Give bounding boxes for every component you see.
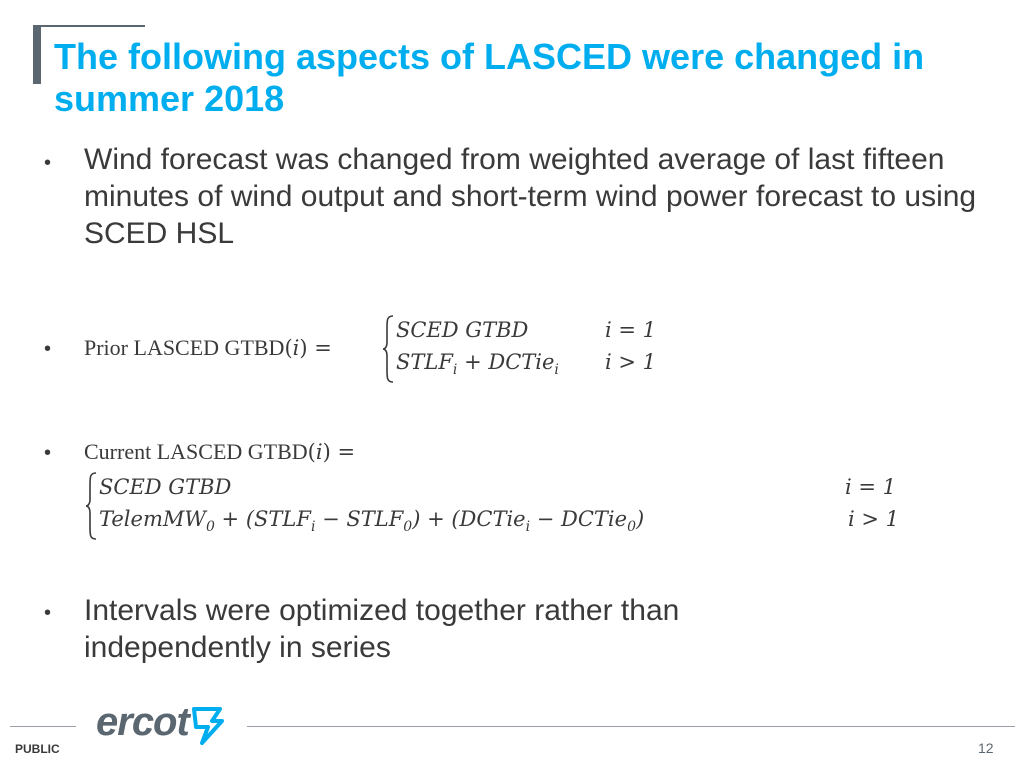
page-number: 12	[978, 740, 994, 756]
current-row1-expr: SCED GTBD	[99, 475, 232, 499]
bullet-2-glyph: •	[44, 338, 52, 360]
prior-brace	[382, 315, 394, 383]
prior-row2-cond: i > 1	[605, 350, 657, 374]
current-equation-label: Current LASCED GTBD(i) =	[84, 439, 356, 464]
bullet-4-text: Intervals were optimized together rather…	[84, 594, 680, 664]
current-row2-cond: i > 1	[848, 507, 900, 531]
bullet-1-glyph: •	[44, 152, 52, 174]
title-accent-bar	[33, 25, 41, 84]
current-row2-expr: TelemMW0 + (STLFi − STLF0) + (DCTiei − D…	[99, 507, 645, 535]
ercot-logo-text: ercot	[96, 700, 190, 744]
prior-row1-expr: SCED GTBD	[396, 318, 529, 342]
current-brace	[85, 472, 97, 540]
footer-rule-left	[10, 726, 76, 727]
bullet-4-glyph: •	[44, 602, 52, 624]
prior-row2-expr: STLFi + DCTiei	[396, 350, 559, 378]
prior-row1-cond: i = 1	[605, 318, 657, 342]
bullet-1-text: Wind forecast was changed from weighted …	[84, 143, 977, 250]
slide-title: The following aspects of LASCED were cha…	[54, 36, 925, 119]
classification-label: PUBLIC	[15, 742, 60, 756]
title-accent-rule	[33, 25, 145, 27]
bullet-3-glyph: •	[44, 442, 52, 464]
current-row1-cond: i = 1	[845, 475, 897, 499]
prior-equation-label: Prior LASCED GTBD(i) =	[84, 335, 332, 360]
footer-rule-right	[247, 726, 1015, 727]
ercot-logo-mark-icon	[192, 707, 224, 745]
